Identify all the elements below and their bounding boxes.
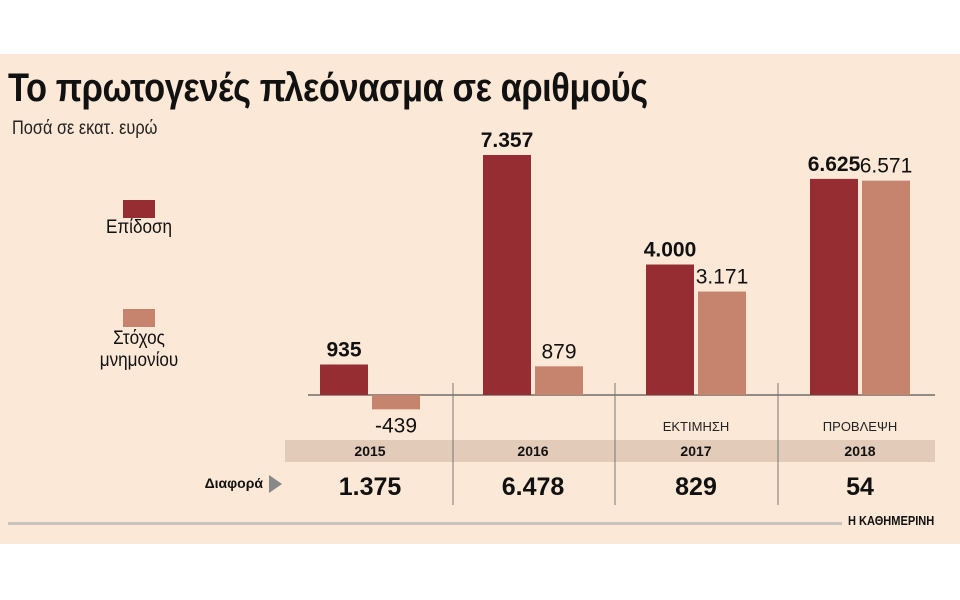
data-label-target-2017: 3.171 [696, 266, 749, 289]
chart-subtitle: Ποσά σε εκατ. ευρώ [12, 118, 158, 139]
data-label-performance-2018: 6.625 [808, 153, 861, 176]
difference-value-2016: 6.478 [502, 473, 565, 501]
chart-panel [0, 54, 960, 544]
year-band [285, 440, 935, 462]
difference-value-2015: 1.375 [339, 473, 402, 501]
source-label: Η ΚΑΘΗΜΕΡΙΝΗ [848, 513, 935, 528]
bar-target-2016 [535, 366, 583, 395]
legend-label-target: Στόχος μνημονίου [76, 328, 202, 372]
difference-value-2017: 829 [675, 473, 717, 501]
data-label-target-2016: 879 [541, 340, 576, 363]
bar-performance-2016 [483, 155, 531, 395]
year-label-2016: 2016 [517, 443, 548, 459]
difference-value-2018: 54 [846, 473, 874, 501]
legend-swatch-target [123, 309, 155, 327]
year-label-2017: 2017 [680, 443, 711, 459]
year-label-2015: 2015 [354, 443, 385, 459]
bar-performance-2015 [320, 364, 368, 395]
data-label-target-2015: -439 [375, 414, 417, 437]
legend-swatch-performance [123, 200, 155, 218]
category-note-2017: ΕΚΤΙΜΗΣΗ [663, 419, 730, 434]
footer-divider [8, 522, 842, 525]
data-label-performance-2016: 7.357 [481, 129, 534, 152]
difference-arrow-icon [269, 475, 282, 493]
category-note-2018: ΠΡΟΒΛΕΨΗ [823, 419, 897, 434]
bar-target-2015 [372, 395, 420, 410]
bar-performance-2018 [810, 178, 858, 395]
year-label-2018: 2018 [844, 443, 875, 459]
bar-performance-2017 [646, 264, 694, 395]
bar-target-2018 [862, 180, 910, 395]
chart-title: Το πρωτογενές πλεόνασμα σε αριθμούς [8, 66, 648, 110]
difference-row-label: Διαφορά [205, 475, 264, 491]
legend-label-performance: Επίδοση [105, 217, 173, 238]
data-label-performance-2017: 4.000 [644, 239, 697, 262]
data-label-target-2018: 6.571 [860, 155, 913, 178]
bar-target-2017 [698, 291, 746, 395]
data-label-performance-2015: 935 [326, 338, 361, 361]
legend-label-target-text: Στόχος μνημονίου [99, 328, 179, 371]
